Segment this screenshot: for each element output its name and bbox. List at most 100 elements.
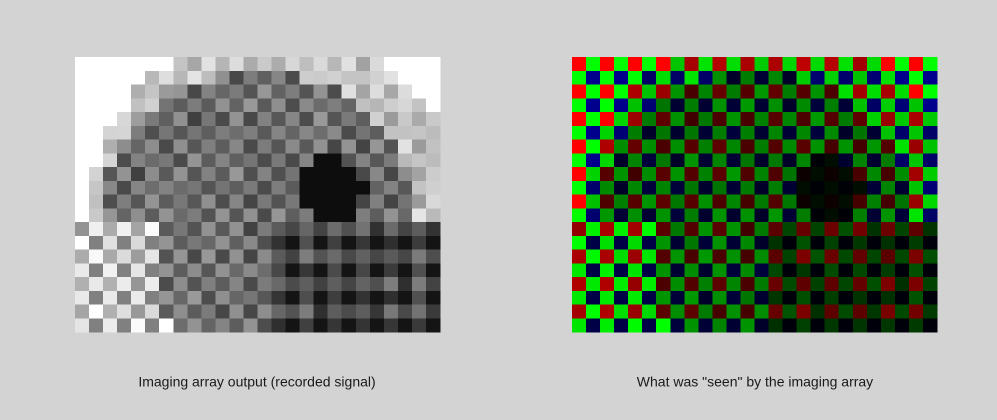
pixel [824, 180, 840, 195]
pixel [75, 125, 90, 140]
pixel [187, 167, 202, 182]
pixel [586, 235, 601, 250]
pixel [908, 263, 924, 278]
pixel [173, 208, 188, 223]
pixel [355, 304, 371, 319]
pixel [684, 125, 699, 140]
pixel [355, 208, 371, 223]
pixel [866, 222, 882, 237]
pixel [726, 98, 741, 113]
pixel [425, 222, 441, 237]
pixel [285, 112, 300, 127]
pixel [572, 167, 587, 182]
pixel [411, 318, 427, 333]
pixel [131, 98, 146, 113]
pixel [243, 290, 258, 305]
pixel [908, 222, 924, 237]
pixel [299, 263, 314, 278]
pixel [243, 167, 258, 182]
pixel [369, 180, 385, 195]
pixel [341, 70, 357, 85]
pixel [796, 139, 811, 154]
pixel [614, 194, 629, 209]
pixel [397, 98, 413, 113]
pixel [684, 70, 699, 85]
pixel [411, 277, 427, 292]
pixel [880, 70, 896, 85]
pixel [698, 153, 713, 168]
pixel [131, 277, 146, 292]
pixel [215, 98, 230, 113]
pixel [299, 98, 314, 113]
pixel [425, 125, 441, 140]
pixel [726, 84, 741, 99]
pixel [684, 194, 699, 209]
pixel [383, 98, 399, 113]
pixel [341, 304, 357, 319]
pixel [327, 277, 343, 292]
pixel [229, 112, 244, 127]
pixel [600, 57, 615, 72]
pixel [614, 98, 629, 113]
pixel [866, 249, 882, 264]
pixel [838, 290, 854, 305]
pixel [894, 318, 910, 333]
pixel [201, 139, 216, 154]
pixel [145, 112, 160, 127]
pixel [572, 70, 587, 85]
pixel [369, 235, 385, 250]
pixel [173, 112, 188, 127]
pixel [173, 318, 188, 333]
pixel [656, 167, 671, 182]
pixel [894, 277, 910, 292]
pixel [656, 112, 671, 127]
pixel [600, 318, 615, 333]
pixel [369, 167, 385, 182]
pixel [257, 277, 272, 292]
pixel [628, 304, 643, 319]
pixel [159, 167, 174, 182]
pixel [600, 235, 615, 250]
pixel [215, 304, 230, 319]
pixel [131, 208, 146, 223]
pixel [397, 125, 413, 140]
pixel [355, 153, 371, 168]
pixel [397, 318, 413, 333]
pixel [852, 208, 868, 223]
pixel [572, 153, 587, 168]
pixel [838, 98, 854, 113]
pixel [656, 125, 671, 140]
pixel [299, 304, 314, 319]
pixel [600, 194, 615, 209]
pixel [103, 70, 118, 85]
pixel [586, 318, 601, 333]
pixel [642, 290, 657, 305]
pixel [285, 263, 300, 278]
pixel [922, 263, 938, 278]
pixel [740, 304, 755, 319]
pixel [103, 304, 118, 319]
pixel [201, 235, 216, 250]
pixel [656, 70, 671, 85]
pixel [712, 180, 727, 195]
pixel [614, 139, 629, 154]
pixel [173, 249, 188, 264]
pixel [572, 249, 587, 264]
pixel [383, 112, 399, 127]
pixel [782, 208, 797, 223]
pixel [89, 125, 104, 140]
pixel [614, 263, 629, 278]
pixel [75, 84, 90, 99]
pixel [425, 290, 441, 305]
pixel [726, 153, 741, 168]
pixel [894, 249, 910, 264]
pixel [684, 153, 699, 168]
pixel [425, 84, 441, 99]
pixel [117, 180, 132, 195]
pixel [187, 57, 202, 72]
pixel [684, 318, 699, 333]
pixel [327, 139, 343, 154]
pixel [894, 263, 910, 278]
pixel [299, 249, 314, 264]
